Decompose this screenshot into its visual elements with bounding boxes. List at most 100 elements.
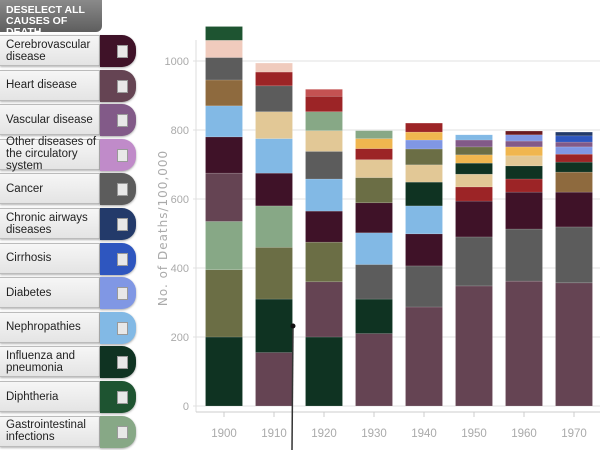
bar-segment-lightred[interactable]: [305, 89, 343, 97]
bar-segment-brown[interactable]: [205, 79, 243, 107]
bar-segment-flu[interactable]: [305, 336, 343, 407]
bar-segment-nephro[interactable]: [255, 138, 293, 174]
bar-segment-heart[interactable]: [405, 306, 443, 407]
bar-segment-cerebro[interactable]: [255, 172, 293, 207]
legend-color-tab[interactable]: [100, 381, 136, 413]
bar-segment-diabetes[interactable]: [405, 139, 443, 150]
legend-color-tab[interactable]: [100, 208, 136, 240]
checkbox[interactable]: [117, 45, 128, 58]
bar-segment-cerebro[interactable]: [205, 136, 243, 174]
bar-segment-yellow[interactable]: [505, 146, 543, 157]
bar-segment-cancer[interactable]: [555, 226, 593, 284]
checkbox[interactable]: [117, 356, 128, 370]
bar-segment-diphtheria[interactable]: [205, 26, 243, 41]
bar-segment-chronic[interactable]: [555, 131, 593, 137]
legend-color-tab[interactable]: [100, 104, 136, 137]
checkbox[interactable]: [117, 252, 128, 266]
bar-segment-cancer[interactable]: [305, 151, 343, 180]
bar-segment-heart[interactable]: [205, 172, 243, 222]
bar-segment-gastro[interactable]: [305, 111, 343, 131]
bar-segment-olive[interactable]: [455, 146, 493, 156]
bar-segment-red[interactable]: [305, 95, 343, 112]
bar-segment-cerebro[interactable]: [355, 202, 393, 234]
bar-segment-heart[interactable]: [305, 281, 343, 338]
bar-segment-olive[interactable]: [305, 241, 343, 283]
legend-color-tab[interactable]: [100, 138, 136, 171]
bar-segment-nephro[interactable]: [205, 105, 243, 138]
bar-segment-tan[interactable]: [255, 111, 293, 139]
bar-segment-nephro[interactable]: [405, 205, 443, 235]
bar-segment-heart[interactable]: [505, 280, 543, 407]
bar-segment-cerebro[interactable]: [405, 233, 443, 267]
legend-color-tab[interactable]: [100, 35, 136, 67]
checkbox[interactable]: [117, 321, 128, 335]
legend-color-tab[interactable]: [100, 242, 136, 275]
bar-segment-flu[interactable]: [555, 161, 593, 173]
bar-segment-olive[interactable]: [205, 269, 243, 338]
bar-segment-vascular[interactable]: [455, 139, 493, 148]
legend-item[interactable]: Heart disease: [0, 69, 136, 103]
bar-segment-nephro[interactable]: [355, 232, 393, 265]
legend-item[interactable]: Nephropathies: [0, 311, 136, 345]
bar-segment-olive[interactable]: [255, 247, 293, 300]
legend-item[interactable]: Cirrhosis: [0, 242, 136, 276]
legend-color-tab[interactable]: [100, 415, 136, 448]
checkbox[interactable]: [117, 218, 128, 231]
bar-segment-heart[interactable]: [355, 333, 393, 407]
legend-color-tab[interactable]: [100, 311, 136, 344]
bar-segment-heart[interactable]: [255, 352, 293, 407]
bar-segment-pink[interactable]: [255, 62, 293, 73]
bar-segment-nephro[interactable]: [455, 134, 493, 141]
legend-color-tab[interactable]: [100, 69, 136, 102]
bar-segment-flu[interactable]: [405, 181, 443, 207]
bar-segment-flu[interactable]: [455, 162, 493, 175]
legend-item[interactable]: Vascular disease: [0, 104, 136, 137]
legend-color-tab[interactable]: [100, 346, 136, 379]
bar-segment-tan[interactable]: [455, 173, 493, 188]
bar-1950[interactable]: [455, 134, 493, 407]
bar-segment-red[interactable]: [255, 71, 293, 87]
bar-segment-cerebro[interactable]: [455, 200, 493, 238]
checkbox[interactable]: [117, 114, 128, 128]
legend-item[interactable]: Gastrointestinal infections: [0, 415, 136, 449]
bar-segment-cancer[interactable]: [205, 57, 243, 81]
bar-segment-flu[interactable]: [355, 298, 393, 334]
checkbox[interactable]: [117, 287, 128, 301]
bar-segment-flu[interactable]: [255, 298, 293, 353]
legend-item[interactable]: Cerebrovascular disease: [0, 35, 136, 68]
bar-segment-cancer[interactable]: [505, 228, 543, 282]
bar-segment-tan[interactable]: [355, 159, 393, 178]
bar-segment-heart[interactable]: [555, 282, 593, 407]
bar-segment-flu[interactable]: [205, 336, 243, 407]
bar-1930[interactable]: [355, 130, 393, 407]
bar-1960[interactable]: [505, 130, 543, 407]
bar-1970[interactable]: [555, 131, 593, 407]
bar-segment-cancer[interactable]: [355, 264, 393, 300]
checkbox[interactable]: [117, 79, 128, 93]
legend-color-tab[interactable]: [100, 173, 136, 206]
checkbox[interactable]: [117, 391, 128, 404]
bar-segment-cerebro[interactable]: [505, 191, 543, 230]
checkbox[interactable]: [117, 183, 128, 197]
bar-segment-olive[interactable]: [355, 177, 393, 204]
bar-segment-pink[interactable]: [205, 40, 243, 58]
bar-segment-tan[interactable]: [505, 155, 543, 167]
bar-segment-tan[interactable]: [405, 164, 443, 183]
bar-segment-red[interactable]: [405, 122, 443, 133]
bar-segment-yellow[interactable]: [355, 138, 393, 149]
legend-item[interactable]: Diphtheria: [0, 381, 136, 414]
legend-item[interactable]: Other diseases of the circulatory system: [0, 136, 136, 172]
bar-1920[interactable]: [305, 89, 343, 407]
bar-1910[interactable]: [255, 62, 293, 407]
bar-segment-heart[interactable]: [455, 285, 493, 407]
bar-segment-vascular[interactable]: [505, 140, 543, 148]
bar-1900[interactable]: [205, 26, 243, 407]
bar-segment-gastro[interactable]: [205, 221, 243, 270]
bar-segment-cancer[interactable]: [405, 265, 443, 308]
bar-segment-tan[interactable]: [305, 130, 343, 152]
legend-color-tab[interactable]: [100, 277, 136, 310]
bar-segment-red[interactable]: [555, 153, 593, 163]
bar-segment-brown[interactable]: [555, 171, 593, 193]
deselect-all-button[interactable]: DESELECT ALL CAUSES OF DEATH: [0, 0, 102, 38]
bar-segment-vascular[interactable]: [555, 141, 593, 148]
